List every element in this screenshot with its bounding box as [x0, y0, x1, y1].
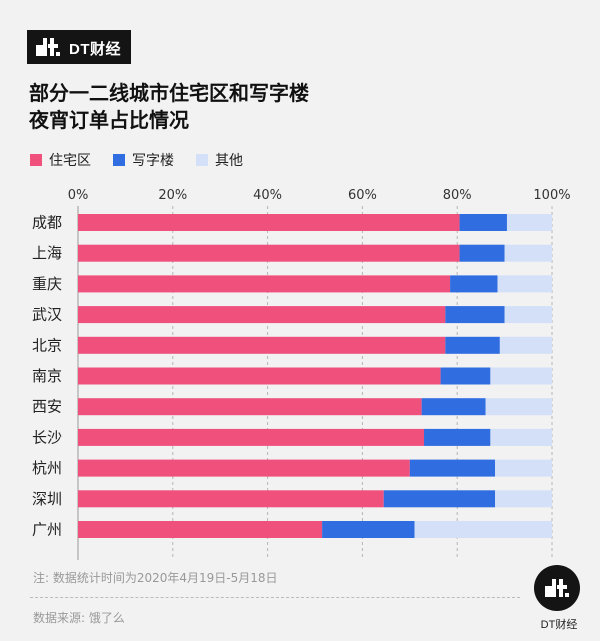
bar-segment-西安-写字楼: [421, 398, 486, 416]
legend-swatch-other: [196, 154, 208, 166]
bar-segment-杭州-其他: [495, 459, 552, 477]
legend-label-residential: 住宅区: [49, 153, 91, 169]
bar-segment-长沙-住宅区: [78, 428, 425, 446]
bar-segment-杭州-写字楼: [409, 459, 496, 477]
bar-segment-重庆-住宅区: [78, 275, 451, 293]
legend-label-office: 写字楼: [132, 153, 174, 169]
bar-segment-成都-其他: [506, 214, 552, 231]
x-tick-label: 0%: [68, 188, 89, 203]
x-tick-label: 20%: [158, 188, 187, 203]
footer-logo-text: DT财经: [540, 619, 578, 631]
x-tick-label: 60%: [348, 188, 377, 203]
bar-segment-南京-其他: [490, 367, 552, 385]
y-category-label: 杭州: [32, 459, 62, 477]
legend-swatch-office: [113, 154, 125, 166]
data-source: 数据来源: 饿了么: [33, 611, 125, 625]
x-tick-label: 100%: [533, 188, 570, 203]
y-category-label: 西安: [32, 398, 62, 416]
chart-title-line-2: 夜宵订单占比情况: [29, 108, 189, 132]
x-tick-label: 80%: [443, 188, 472, 203]
bar-segment-成都-写字楼: [459, 214, 507, 231]
footer-logo-icon: [545, 579, 569, 597]
bar-segment-深圳-其他: [495, 490, 552, 508]
bar-segment-长沙-写字楼: [424, 428, 491, 446]
chart-title-line-1: 部分一二线城市住宅区和写字楼: [29, 81, 309, 105]
brand-logo-icon: [36, 38, 60, 56]
bar-segment-西安-其他: [485, 398, 552, 416]
y-category-label: 南京: [32, 367, 62, 385]
bar-segment-上海-其他: [504, 244, 552, 262]
chart-title: 部分一二线城市住宅区和写字楼 夜宵订单占比情况: [29, 80, 449, 134]
legend-swatch-residential: [30, 154, 42, 166]
bar-segment-重庆-其他: [497, 275, 552, 293]
bar-segment-深圳-住宅区: [78, 490, 384, 508]
y-category-label: 重庆: [32, 275, 62, 293]
bar-segment-上海-住宅区: [78, 244, 460, 262]
bar-segment-南京-写字楼: [440, 367, 491, 385]
bar-segment-广州-住宅区: [78, 521, 323, 538]
brand-name: DT财经: [69, 41, 121, 58]
bar-segment-重庆-写字楼: [450, 275, 498, 293]
bar-segment-南京-住宅区: [78, 367, 441, 385]
bar-segment-武汉-写字楼: [445, 306, 505, 324]
y-category-label: 武汉: [32, 306, 62, 324]
bar-segment-武汉-其他: [504, 306, 552, 324]
y-category-label: 北京: [32, 336, 62, 354]
y-category-label: 上海: [32, 244, 62, 262]
y-category-label: 长沙: [32, 428, 62, 446]
legend-item-residential: 住宅区: [30, 150, 91, 170]
legend-item-office: 写字楼: [113, 150, 174, 170]
data-note: 注: 数据统计时间为2020年4月19日-5月18日: [33, 571, 278, 585]
legend: 住宅区 写字楼 其他: [30, 150, 265, 170]
bar-segment-北京-其他: [499, 336, 552, 354]
y-category-label: 成都: [32, 214, 62, 232]
bar-segment-深圳-写字楼: [383, 490, 496, 508]
bar-segment-杭州-住宅区: [78, 459, 410, 477]
y-category-label: 深圳: [32, 490, 62, 508]
bar-segment-北京-写字楼: [445, 336, 500, 354]
bar-segment-长沙-其他: [490, 428, 552, 446]
brand-badge: DT财经: [27, 30, 131, 64]
legend-item-other: 其他: [196, 150, 243, 170]
bar-segment-北京-住宅区: [78, 336, 446, 354]
y-category-label: 广州: [32, 521, 62, 539]
bar-segment-广州-其他: [414, 521, 552, 538]
legend-label-other: 其他: [215, 153, 243, 169]
bar-segment-成都-住宅区: [78, 214, 460, 231]
footer-divider: [30, 597, 520, 598]
footer-logo: [534, 565, 580, 611]
x-tick-label: 40%: [253, 188, 282, 203]
bar-segment-广州-写字楼: [322, 521, 415, 538]
bar-segment-上海-写字楼: [459, 244, 505, 262]
bar-segment-西安-住宅区: [78, 398, 422, 416]
bar-segment-武汉-住宅区: [78, 306, 446, 324]
